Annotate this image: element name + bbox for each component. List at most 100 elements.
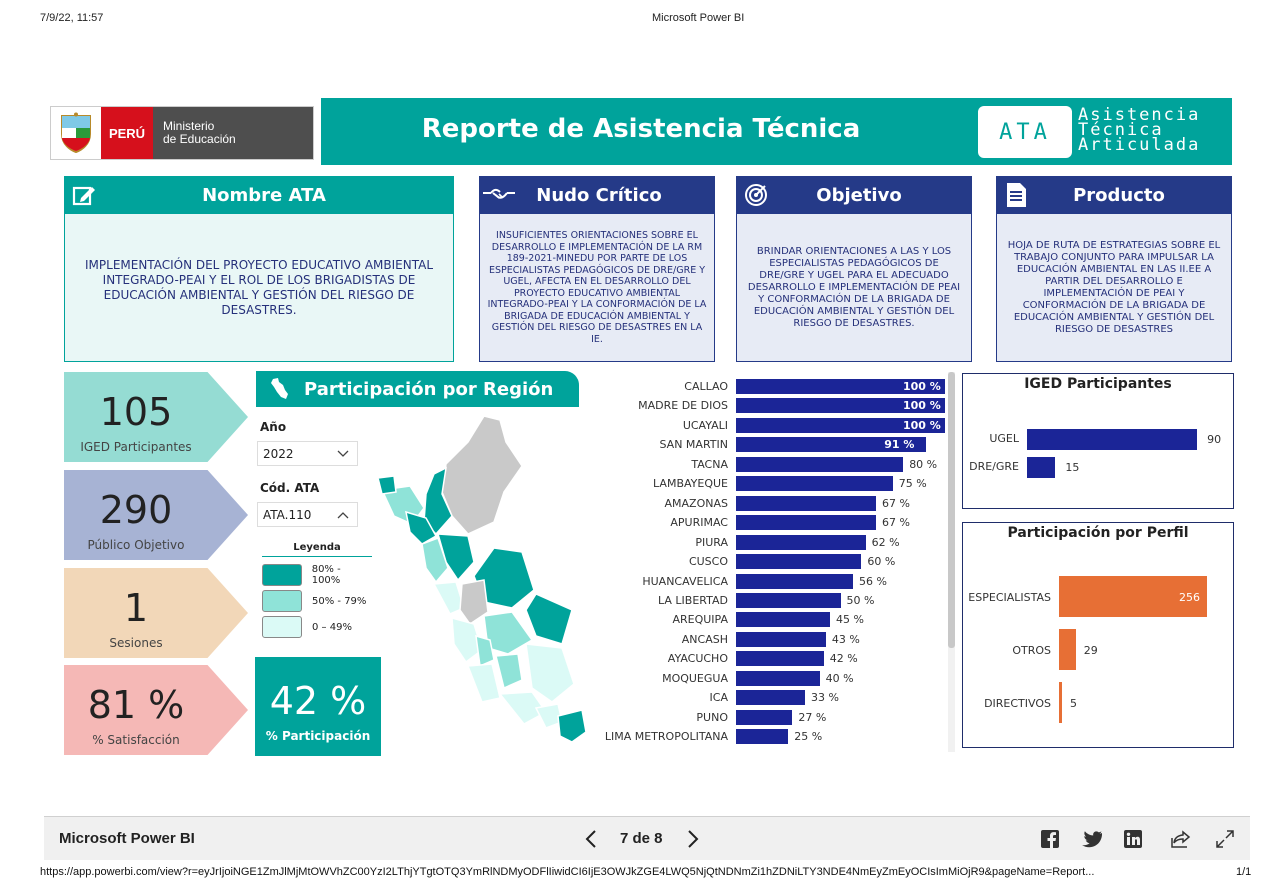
perfil-bar[interactable] <box>1059 629 1076 670</box>
region-bar-row[interactable]: AYACUCHO 42 % <box>600 651 950 667</box>
region-bar[interactable] <box>736 690 805 706</box>
region-bar[interactable] <box>736 495 877 511</box>
map-region-puno[interactable] <box>525 643 575 703</box>
region-bar-row[interactable]: PIURA 62 % <box>600 534 950 550</box>
map-region-huancavelica[interactable] <box>475 634 495 668</box>
region-bar-row[interactable]: MADRE DE DIOS 100 % <box>600 398 950 414</box>
prev-page-icon[interactable] <box>584 829 598 853</box>
legend-swatch-high <box>262 564 302 586</box>
region-bar-row[interactable]: ICA 33 % <box>600 690 950 706</box>
region-bar[interactable] <box>736 631 826 647</box>
twitter-icon[interactable] <box>1082 831 1102 852</box>
chart-scroll-thumb[interactable] <box>948 372 955 648</box>
card-nombre-title: Nombre ATA <box>202 184 326 206</box>
region-bar-label: LAMBAYEQUE <box>653 477 728 491</box>
code-value: ATA.110 <box>263 507 312 522</box>
ministry-name: Ministerio de Educación <box>153 107 313 159</box>
year-dropdown[interactable]: 2022 <box>257 441 358 466</box>
region-bar-row[interactable]: AREQUIPA 45 % <box>600 612 950 628</box>
legend-swatch-low <box>262 616 302 638</box>
region-bar-row[interactable]: TACNA 80 % <box>600 456 950 472</box>
region-bar[interactable] <box>736 612 831 628</box>
region-bar-row[interactable]: LAMBAYEQUE 75 % <box>600 476 950 492</box>
card-nombre-ata: Nombre ATA IMPLEMENTACIÓN DEL PROYECTO E… <box>64 176 454 362</box>
kpi-publico-value: 290 <box>99 488 173 532</box>
region-bar-row[interactable]: MOQUEGUA 40 % <box>600 670 950 686</box>
region-bar[interactable] <box>736 476 893 492</box>
iged-panel: IGED Participantes UGEL 90 DRE/GRE 15 <box>962 373 1234 509</box>
region-bar-row[interactable]: LIMA METROPOLITANA 25 % <box>600 729 950 745</box>
region-bar[interactable] <box>736 651 824 667</box>
region-bar[interactable] <box>736 437 927 453</box>
map-region-lima[interactable] <box>451 616 483 664</box>
region-bar-value: 91 % <box>884 438 915 452</box>
region-bar-row[interactable]: ANCASH 43 % <box>600 631 950 647</box>
kpi-publico: 290 Público Objetivo <box>64 470 248 560</box>
region-bar-row[interactable]: UCAYALI 100 % <box>600 417 950 433</box>
region-bar[interactable] <box>736 515 877 531</box>
card-nudo-title: Nudo Crítico <box>536 184 662 206</box>
map-region-ucayali[interactable] <box>473 547 535 609</box>
region-bar-row[interactable]: AMAZONAS 67 % <box>600 495 950 511</box>
region-bar-row[interactable]: CUSCO 60 % <box>600 554 950 570</box>
perfil-bar[interactable] <box>1059 682 1062 723</box>
share-icon[interactable] <box>1171 830 1191 852</box>
perfil-bar-value: 256 <box>1179 591 1200 604</box>
peru-region-map[interactable] <box>376 412 592 744</box>
target-icon <box>736 183 776 207</box>
peru-label: PERÚ <box>101 107 153 159</box>
region-bar[interactable] <box>736 379 945 394</box>
map-region-tumbes[interactable] <box>377 475 397 495</box>
iged-bar[interactable] <box>1027 457 1056 478</box>
map-region-la-libertad[interactable] <box>421 537 449 584</box>
region-bar-row[interactable]: APURIMAC 67 % <box>600 515 950 531</box>
fullscreen-icon[interactable] <box>1216 830 1234 852</box>
region-bar-value: 67 % <box>882 516 910 530</box>
region-bar-row[interactable]: HUANCAVELICA 56 % <box>600 573 950 589</box>
map-region-tacna[interactable] <box>557 709 587 743</box>
region-bar-row[interactable]: LA LIBERTAD 50 % <box>600 592 950 608</box>
region-bar[interactable] <box>736 398 945 414</box>
facebook-icon[interactable] <box>1041 830 1059 852</box>
legend-item: 80% - 100% <box>262 562 372 588</box>
map-region-madre-de-dios[interactable] <box>525 593 573 645</box>
map-region-amazonas[interactable] <box>423 466 453 536</box>
region-bar-row[interactable]: CALLAO 100 % <box>600 379 950 394</box>
region-bar-label: MADRE DE DIOS <box>638 399 728 413</box>
map-region-ica-ayacucho[interactable] <box>466 663 501 703</box>
map-region-lambayeque[interactable] <box>405 510 438 545</box>
region-bar-row[interactable]: PUNO 27 % <box>600 709 950 725</box>
region-bar[interactable] <box>736 729 789 745</box>
perfil-bar-label: ESPECIALISTAS <box>968 591 1051 604</box>
next-page-icon[interactable] <box>686 829 700 853</box>
region-bar[interactable] <box>736 670 820 686</box>
print-page-number: 1/1 <box>1236 866 1252 878</box>
card-producto: Producto HOJA DE RUTA DE ESTRATEGIAS SOB… <box>996 176 1232 362</box>
linkedin-icon[interactable] <box>1124 830 1142 852</box>
region-bar-value: 100 % <box>903 399 941 413</box>
region-bar[interactable] <box>736 456 904 472</box>
map-region-huanuco[interactable] <box>459 579 489 626</box>
region-bar-label: LA LIBERTAD <box>658 593 728 607</box>
region-bar[interactable] <box>736 592 841 608</box>
region-bar-label: APURIMAC <box>670 516 728 530</box>
region-bar[interactable] <box>736 417 945 433</box>
region-bar-row[interactable]: SAN MARTIN 91 % <box>600 437 950 453</box>
region-bar[interactable] <box>736 573 854 589</box>
perfil-bar-value: 29 <box>1083 644 1098 657</box>
perfil-bar-label: DIRECTIVOS <box>984 697 1051 710</box>
region-bar-label: SAN MARTIN <box>659 438 729 452</box>
iged-bar[interactable] <box>1027 429 1198 450</box>
kpi-iged-label: IGED Participantes <box>80 440 192 454</box>
map-region-apurimac[interactable] <box>495 653 523 690</box>
region-bar[interactable] <box>736 554 862 570</box>
card-objetivo: Objetivo BRINDAR ORIENTACIONES A LAS Y L… <box>736 176 972 362</box>
region-bar-value: 62 % <box>871 535 900 549</box>
app-name: Microsoft Power BI <box>59 830 195 847</box>
map-region-loreto[interactable] <box>441 415 523 535</box>
perfil-bar[interactable] <box>1059 576 1207 617</box>
region-bar[interactable] <box>736 709 793 725</box>
region-bar[interactable] <box>736 534 866 550</box>
code-dropdown[interactable]: ATA.110 <box>257 502 358 527</box>
card-objetivo-title: Objetivo <box>816 184 902 206</box>
